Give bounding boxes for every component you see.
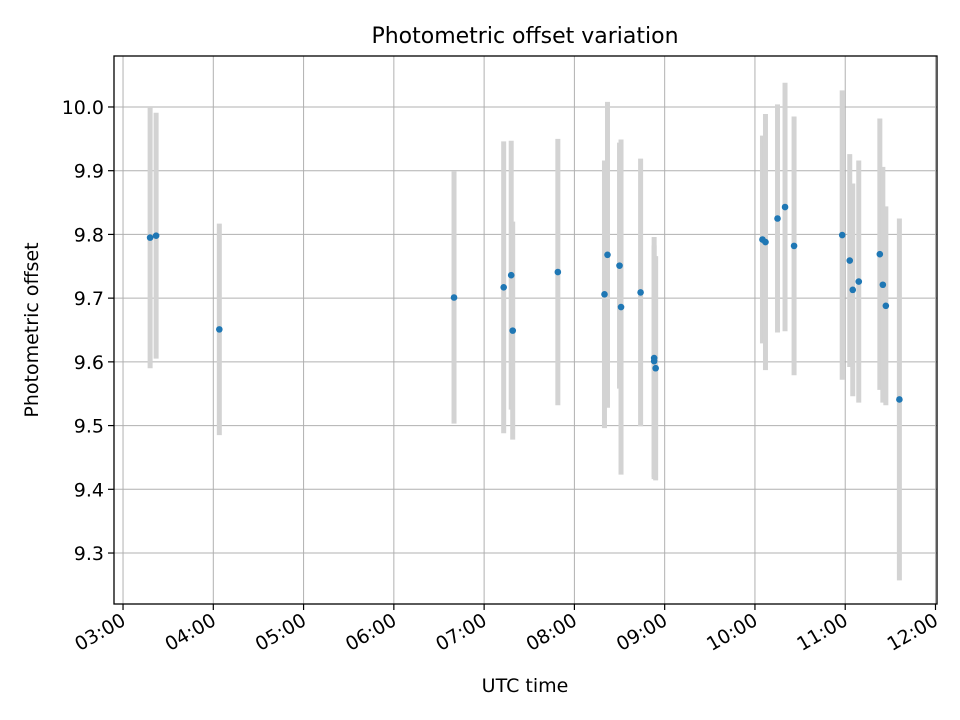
data-point bbox=[876, 250, 884, 258]
data-point bbox=[849, 286, 857, 294]
plot-frame bbox=[113, 55, 938, 605]
chart-title: Photometric offset variation bbox=[371, 24, 678, 49]
y-tick-label: 9.5 bbox=[74, 416, 104, 438]
data-point bbox=[500, 284, 507, 291]
data-point bbox=[601, 291, 608, 298]
data-point bbox=[216, 326, 223, 333]
data-point bbox=[554, 268, 562, 276]
data-point bbox=[652, 364, 659, 372]
y-tick-label: 10.0 bbox=[62, 97, 104, 119]
data-point bbox=[855, 278, 863, 285]
x-axis-label: UTC time bbox=[482, 675, 569, 697]
data-point bbox=[617, 303, 625, 311]
data-point bbox=[762, 238, 769, 246]
data-point bbox=[882, 302, 890, 310]
data-point bbox=[650, 357, 658, 365]
data-point bbox=[152, 232, 160, 239]
data-point bbox=[846, 257, 854, 264]
data-point bbox=[879, 281, 887, 289]
y-tick-label: 9.4 bbox=[74, 479, 104, 501]
y-axis-ticks: 9.3 9.4 9.5 9.6 9.7 9.8 9.9 10.0 bbox=[62, 97, 114, 565]
data-point bbox=[450, 294, 458, 301]
y-tick-label: 9.6 bbox=[74, 352, 104, 374]
y-tick-label: 9.8 bbox=[74, 224, 104, 246]
y-axis-label: Photometric offset bbox=[21, 242, 43, 417]
data-point bbox=[637, 289, 644, 296]
data-point bbox=[616, 262, 623, 269]
data-point bbox=[896, 396, 903, 403]
data-point bbox=[146, 234, 154, 241]
grid bbox=[114, 56, 937, 604]
data-point bbox=[838, 231, 846, 239]
data-points bbox=[146, 203, 903, 403]
data-point bbox=[604, 251, 611, 259]
data-point bbox=[774, 215, 781, 222]
y-tick-label: 9.7 bbox=[74, 288, 104, 310]
data-point bbox=[781, 203, 789, 211]
y-tick-label: 9.9 bbox=[74, 161, 104, 183]
data-point bbox=[507, 271, 515, 279]
y-tick-label: 9.3 bbox=[74, 543, 104, 565]
data-point bbox=[509, 327, 517, 334]
data-point bbox=[790, 242, 798, 250]
